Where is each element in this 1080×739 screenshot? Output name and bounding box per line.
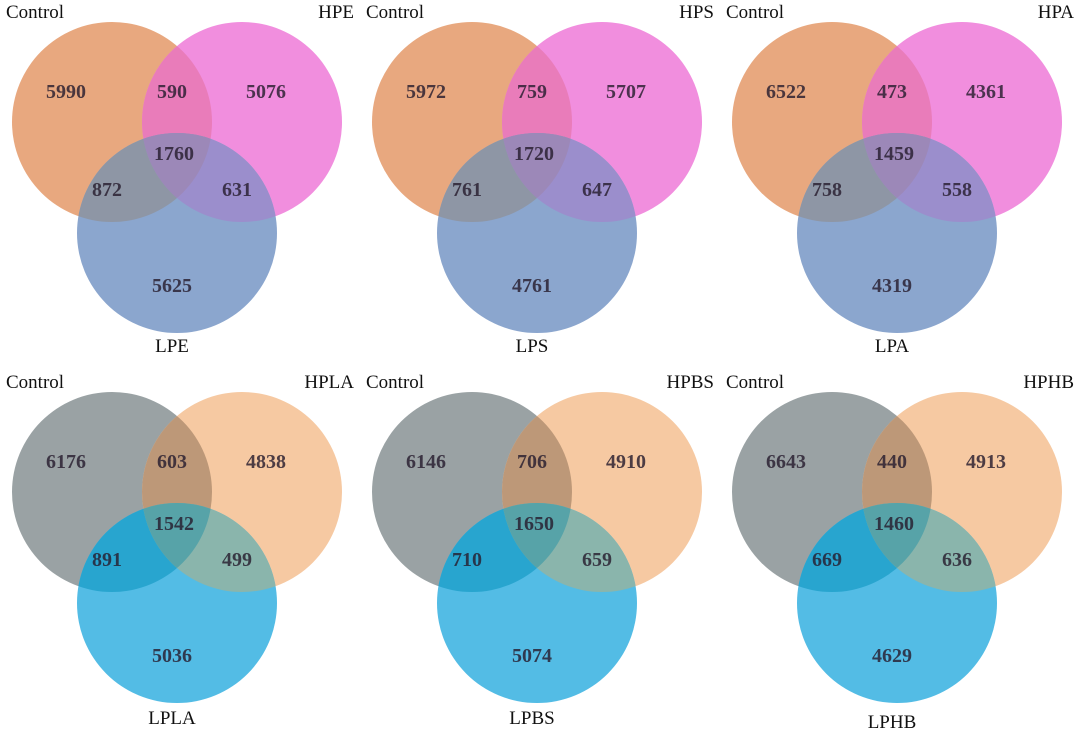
region-count-lpbs-only: 5074 bbox=[512, 645, 552, 667]
set-label-hpa: HPA bbox=[1038, 2, 1075, 23]
region-count-hphb-only: 4913 bbox=[966, 451, 1006, 473]
region-count-triple: 1760 bbox=[154, 143, 194, 165]
control-lpa-overlap bbox=[797, 133, 932, 222]
region-count-control-only: 6522 bbox=[766, 81, 806, 103]
region-count-triple: 1720 bbox=[514, 143, 554, 165]
region-count-control-lphb: 669 bbox=[812, 549, 842, 571]
set-label-hpe: HPE bbox=[318, 2, 354, 23]
set-label-lpbs: LPBS bbox=[509, 708, 554, 729]
control-lphb-overlap bbox=[797, 503, 932, 592]
region-count-control-only: 6146 bbox=[406, 451, 446, 473]
region-count-control-lpbs: 710 bbox=[452, 549, 482, 571]
region-count-control-only: 5972 bbox=[406, 81, 446, 103]
set-label-lphb: LPHB bbox=[868, 712, 917, 733]
region-count-control-only: 5990 bbox=[46, 81, 86, 103]
set-label-control: Control bbox=[6, 2, 64, 23]
set-label-lpa: LPA bbox=[875, 336, 909, 357]
set-label-lpe: LPE bbox=[155, 336, 189, 357]
hps-lps-overlap bbox=[502, 133, 637, 222]
region-count-hpbs-only: 4910 bbox=[606, 451, 646, 473]
venn-diagram-hpla: Control HPLA LPLA 6176 603 4838 1542 891… bbox=[0, 370, 360, 739]
region-count-control-lpla: 891 bbox=[92, 549, 122, 571]
region-count-control-hphb: 440 bbox=[877, 451, 907, 473]
control-lpe-overlap bbox=[77, 133, 212, 222]
hpa-lpa-overlap bbox=[862, 133, 997, 222]
hphb-lphb-overlap bbox=[862, 503, 997, 592]
control-lpla-overlap bbox=[77, 503, 212, 592]
set-label-control: Control bbox=[726, 2, 784, 23]
region-count-lphb-only: 4629 bbox=[872, 645, 912, 667]
region-count-control-hpbs: 706 bbox=[517, 451, 547, 473]
venn-diagram-hpa: Control HPA LPA 6522 473 4361 1459 758 5… bbox=[720, 0, 1080, 370]
region-count-control-lps: 761 bbox=[452, 179, 482, 201]
region-count-lps-only: 4761 bbox=[512, 275, 552, 297]
region-count-control-hpe: 590 bbox=[157, 81, 187, 103]
region-count-hpe-lpe: 631 bbox=[222, 179, 252, 201]
region-count-lpla-only: 5036 bbox=[152, 645, 192, 667]
set-label-control: Control bbox=[726, 372, 784, 393]
region-count-control-lpe: 872 bbox=[92, 179, 122, 201]
control-lps-overlap bbox=[437, 133, 572, 222]
control-lpbs-overlap bbox=[437, 503, 572, 592]
region-count-hpbs-lpbs: 659 bbox=[582, 549, 612, 571]
region-count-hphb-lphb: 636 bbox=[942, 549, 972, 571]
region-count-hpe-only: 5076 bbox=[246, 81, 286, 103]
hpla-lpla-overlap bbox=[142, 503, 277, 592]
region-count-hpa-only: 4361 bbox=[966, 81, 1006, 103]
venn-diagram-hpbs: Control HPBS LPBS 6146 706 4910 1650 710… bbox=[360, 370, 720, 739]
region-count-hps-only: 5707 bbox=[606, 81, 646, 103]
hpe-lpe-overlap bbox=[142, 133, 277, 222]
set-label-lpla: LPLA bbox=[148, 708, 196, 729]
region-count-hpa-lpa: 558 bbox=[942, 179, 972, 201]
region-count-hps-lps: 647 bbox=[582, 179, 612, 201]
set-label-hpla: HPLA bbox=[304, 372, 354, 393]
region-count-control-only: 6643 bbox=[766, 451, 806, 473]
venn-diagram-hps: Control HPS LPS 5972 759 5707 1720 761 6… bbox=[360, 0, 720, 370]
venn-diagram-hpe: Control HPE LPE 5990 590 5076 1760 872 6… bbox=[0, 0, 360, 370]
region-count-triple: 1542 bbox=[154, 513, 194, 535]
hpbs-lpbs-overlap bbox=[502, 503, 637, 592]
region-count-control-lpa: 758 bbox=[812, 179, 842, 201]
region-count-control-hpa: 473 bbox=[877, 81, 907, 103]
set-label-control: Control bbox=[366, 2, 424, 23]
set-label-control: Control bbox=[366, 372, 424, 393]
region-count-hpla-lpla: 499 bbox=[222, 549, 252, 571]
set-label-hps: HPS bbox=[679, 2, 714, 23]
set-label-hpbs: HPBS bbox=[666, 372, 714, 393]
region-count-control-only: 6176 bbox=[46, 451, 86, 473]
set-label-lps: LPS bbox=[516, 336, 549, 357]
venn-diagram-hphb: Control HPHB LPHB 6643 440 4913 1460 669… bbox=[720, 370, 1080, 739]
region-count-control-hps: 759 bbox=[517, 81, 547, 103]
region-count-lpe-only: 5625 bbox=[152, 275, 192, 297]
region-count-triple: 1459 bbox=[874, 143, 914, 165]
region-count-triple: 1460 bbox=[874, 513, 914, 535]
region-count-lpa-only: 4319 bbox=[872, 275, 912, 297]
set-label-control: Control bbox=[6, 372, 64, 393]
set-label-hphb: HPHB bbox=[1023, 372, 1074, 393]
region-count-control-hpla: 603 bbox=[157, 451, 187, 473]
region-count-triple: 1650 bbox=[514, 513, 554, 535]
region-count-hpla-only: 4838 bbox=[246, 451, 286, 473]
